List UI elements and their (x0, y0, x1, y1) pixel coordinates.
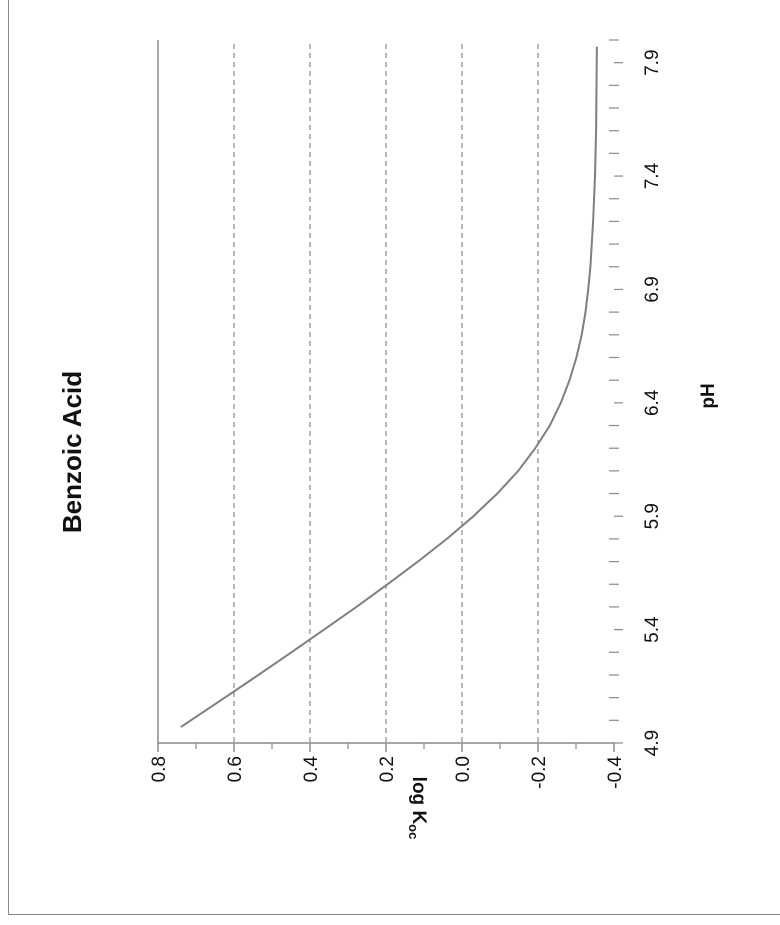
y-axis-title: log Koc (406, 777, 429, 840)
x-axis-title: pH (698, 383, 719, 408)
y-tick-label: 0.4 (301, 756, 322, 783)
x-tick-label: 6.9 (642, 276, 663, 302)
y-tick-label: 0.6 (225, 756, 246, 782)
series (180, 46, 598, 728)
x-tick-label: 6.4 (642, 389, 663, 416)
y-tick-label: -0.2 (529, 756, 550, 789)
grid-lines (233, 44, 539, 743)
series-line (180, 46, 598, 728)
x-tick-label: 7.4 (642, 162, 663, 189)
x-tick-label: 4.9 (642, 730, 663, 756)
ticks (157, 39, 623, 752)
chart-title: Benzoic Acid (57, 371, 87, 533)
x-tick-label: 7.9 (642, 49, 663, 75)
y-axis-title-subscript: oc (406, 824, 421, 839)
y-tick-label: -0.4 (605, 756, 626, 789)
x-tick-label: 5.4 (642, 616, 663, 643)
y-axis-title-main: log K (408, 777, 429, 825)
y-tick-label: 0.0 (453, 756, 474, 782)
chart-frame (8, 0, 780, 915)
y-tick-label: 0.2 (377, 756, 398, 782)
labels: 0.8 0.6 0.4 0.2 0.0 -0.2 -0.4 4.9 5.4 5.9 6.4 6.9 7.… (149, 49, 663, 788)
x-tick-label: 5.9 (642, 503, 663, 529)
y-tick-label: 0.8 (149, 756, 170, 782)
